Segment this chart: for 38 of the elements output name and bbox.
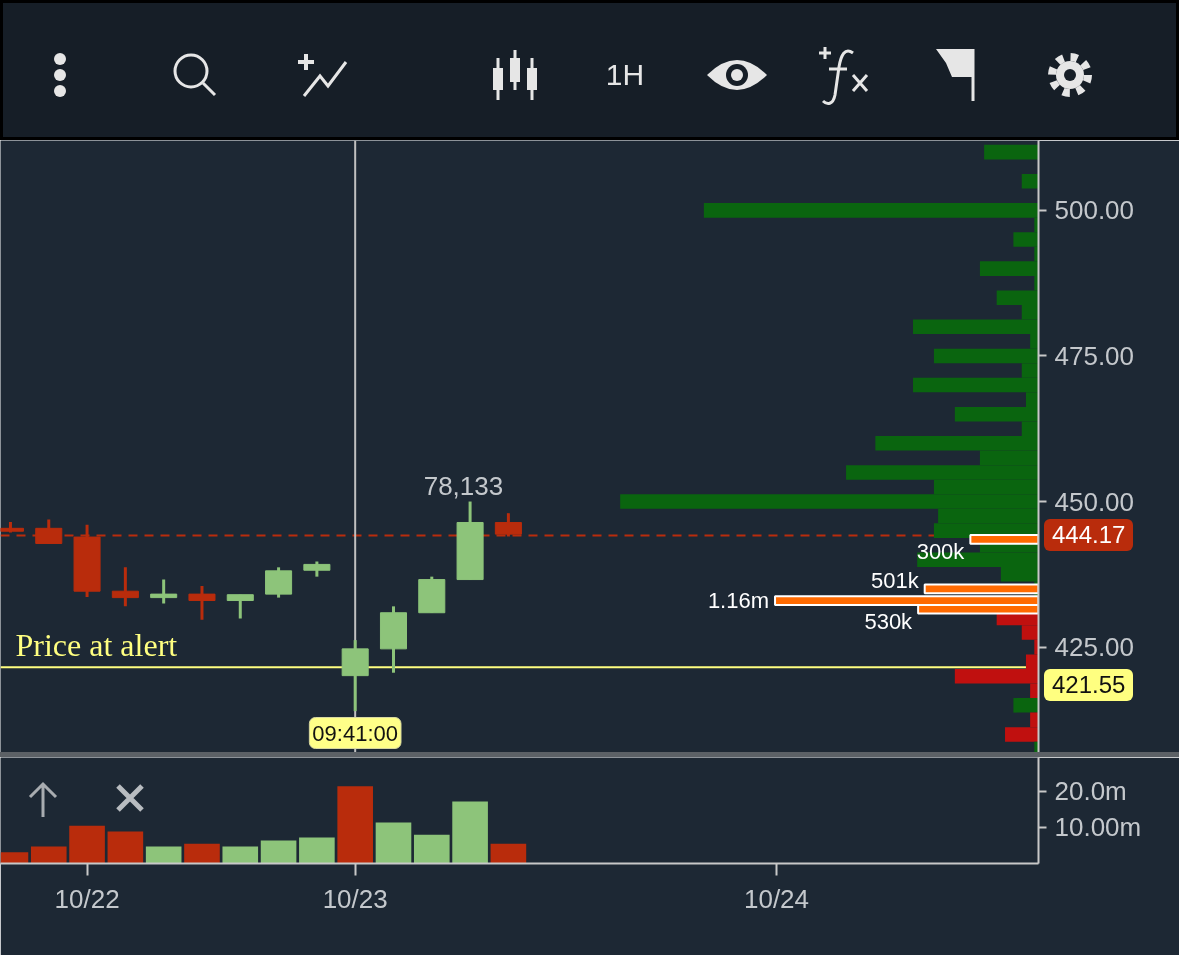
- data-label: 530k: [864, 608, 914, 634]
- y-tick-label: 10.00m: [1054, 812, 1142, 843]
- bar: [490, 843, 527, 864]
- ref-line-label: 421.55: [1044, 668, 1134, 701]
- candlestick: [150, 579, 178, 604]
- y-tick-label: 425.00: [1054, 632, 1135, 663]
- x-tick-label: 10/24: [743, 883, 810, 914]
- bar: [145, 846, 182, 864]
- bar: [1013, 698, 1039, 713]
- y-tick-label: 500.00: [1054, 195, 1135, 226]
- annotation: 78,133: [423, 470, 504, 501]
- bar: [413, 834, 450, 864]
- bar: [222, 846, 259, 864]
- data-label: 1.16m: [707, 588, 770, 614]
- bar: [107, 831, 144, 864]
- bar: [184, 843, 220, 864]
- bar: [69, 825, 105, 864]
- x-tick-label: 10/22: [54, 883, 120, 914]
- bar: [1021, 173, 1039, 189]
- bar: [452, 801, 488, 864]
- candlestick: [188, 585, 216, 620]
- ref-line-label: 09:41:00: [312, 720, 398, 746]
- data-label: 501k: [871, 568, 920, 594]
- bar: [984, 144, 1039, 160]
- x-tick-label: 10/23: [322, 883, 388, 914]
- data-label: 300k: [916, 538, 966, 564]
- y-tick-label: 475.00: [1054, 340, 1135, 371]
- bar: [375, 822, 412, 864]
- bar: [299, 837, 335, 864]
- annotation: Price at alert: [15, 627, 178, 664]
- bar: [260, 840, 297, 864]
- y-tick-label: 20.0m: [1054, 776, 1127, 807]
- ref-line-label: 444.17: [1044, 519, 1134, 551]
- candlestick: [111, 567, 139, 607]
- text: 1H: [604, 57, 646, 93]
- bar: [337, 786, 373, 864]
- bar: [30, 846, 67, 864]
- y-tick-label: 450.00: [1054, 486, 1135, 517]
